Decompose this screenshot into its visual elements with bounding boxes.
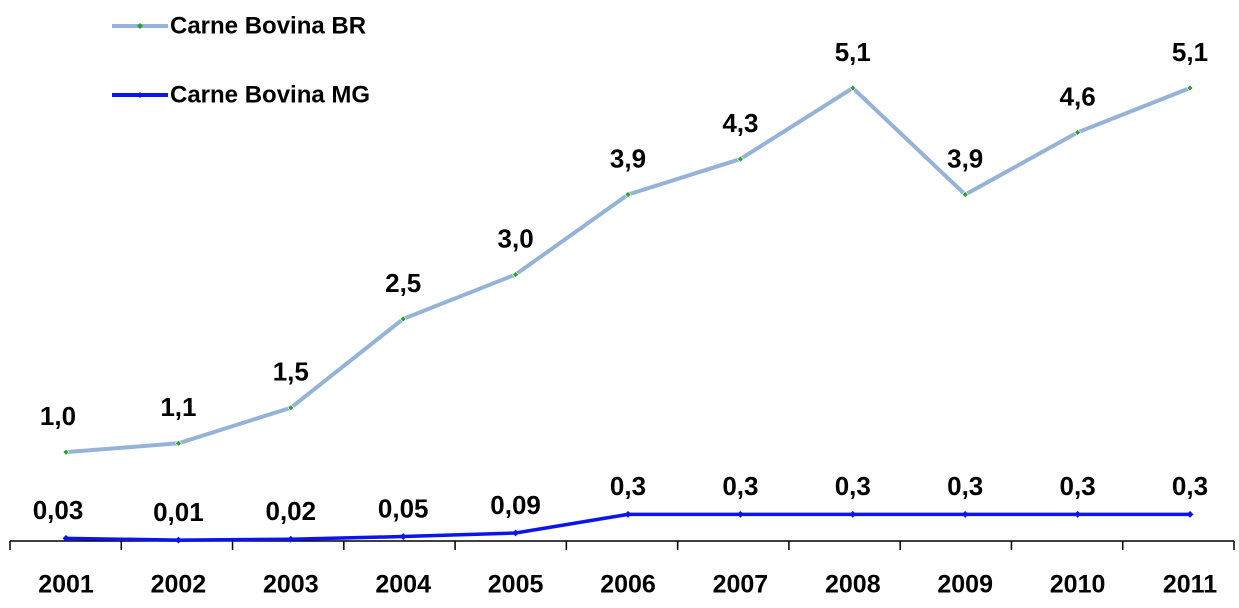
x-tick-label: 2010 [1050, 571, 1106, 599]
x-tick-label: 2009 [937, 571, 993, 599]
data-label: 5,1 [1172, 37, 1208, 67]
data-label: 0,3 [1060, 471, 1096, 501]
data-label: 1,1 [160, 392, 196, 422]
point-marker [736, 155, 744, 163]
x-tick-label: 2002 [151, 571, 207, 599]
data-label: 4,6 [1060, 81, 1096, 111]
data-label: 2,5 [385, 268, 421, 298]
point-marker [1074, 128, 1082, 136]
data-label: 1,0 [40, 401, 76, 431]
point-marker [624, 510, 632, 518]
point-marker [174, 439, 182, 447]
x-tick-label: 2004 [375, 571, 431, 599]
x-tick-label: 2007 [713, 571, 769, 599]
legend-label: Carne Bovina MG [170, 81, 370, 108]
x-tick-label: 2008 [825, 571, 881, 599]
data-label: 5,1 [835, 37, 871, 67]
point-marker [174, 536, 182, 544]
data-label: 0,03 [33, 495, 84, 525]
series-line [65, 512, 1190, 542]
point-marker [512, 271, 520, 278]
point-marker [624, 191, 632, 199]
point-marker [512, 529, 520, 537]
point-marker [399, 315, 407, 323]
x-tick-label: 2006 [600, 571, 656, 599]
point-marker [1186, 510, 1194, 518]
point-marker [849, 84, 857, 92]
data-label: 3,0 [498, 223, 534, 253]
point-marker [62, 534, 70, 542]
data-label: 0,3 [835, 471, 871, 501]
point-marker [849, 510, 857, 518]
point-marker [287, 404, 295, 412]
data-label: 0,05 [378, 493, 429, 523]
point-marker [287, 535, 295, 543]
legend-marker [137, 23, 143, 29]
data-label: 4,3 [722, 108, 758, 138]
point-marker [961, 191, 969, 199]
data-label: 0,3 [610, 471, 646, 501]
point-marker [736, 510, 744, 518]
point-marker [1074, 510, 1082, 518]
data-label: 0,3 [1172, 471, 1208, 501]
data-label: 1,5 [273, 357, 309, 387]
point-marker [961, 510, 969, 518]
data-label: 3,9 [610, 143, 646, 173]
point-marker [399, 533, 407, 540]
data-label: 3,9 [947, 143, 983, 173]
x-tick-label: 2003 [263, 571, 319, 599]
x-tick-label: 2005 [488, 571, 544, 599]
legend-marker [137, 92, 143, 98]
x-tick-label: 2011 [1163, 571, 1217, 599]
data-label: 0,3 [722, 471, 758, 501]
point-marker [1186, 84, 1194, 92]
point-marker [62, 448, 70, 456]
data-label: 0,02 [265, 496, 316, 526]
data-label: 0,09 [490, 490, 541, 520]
data-label: 0,3 [947, 471, 983, 501]
x-tick-label: 2001 [38, 571, 94, 599]
data-label: 0,01 [153, 497, 204, 527]
legend-label: Carne Bovina BR [170, 12, 366, 39]
